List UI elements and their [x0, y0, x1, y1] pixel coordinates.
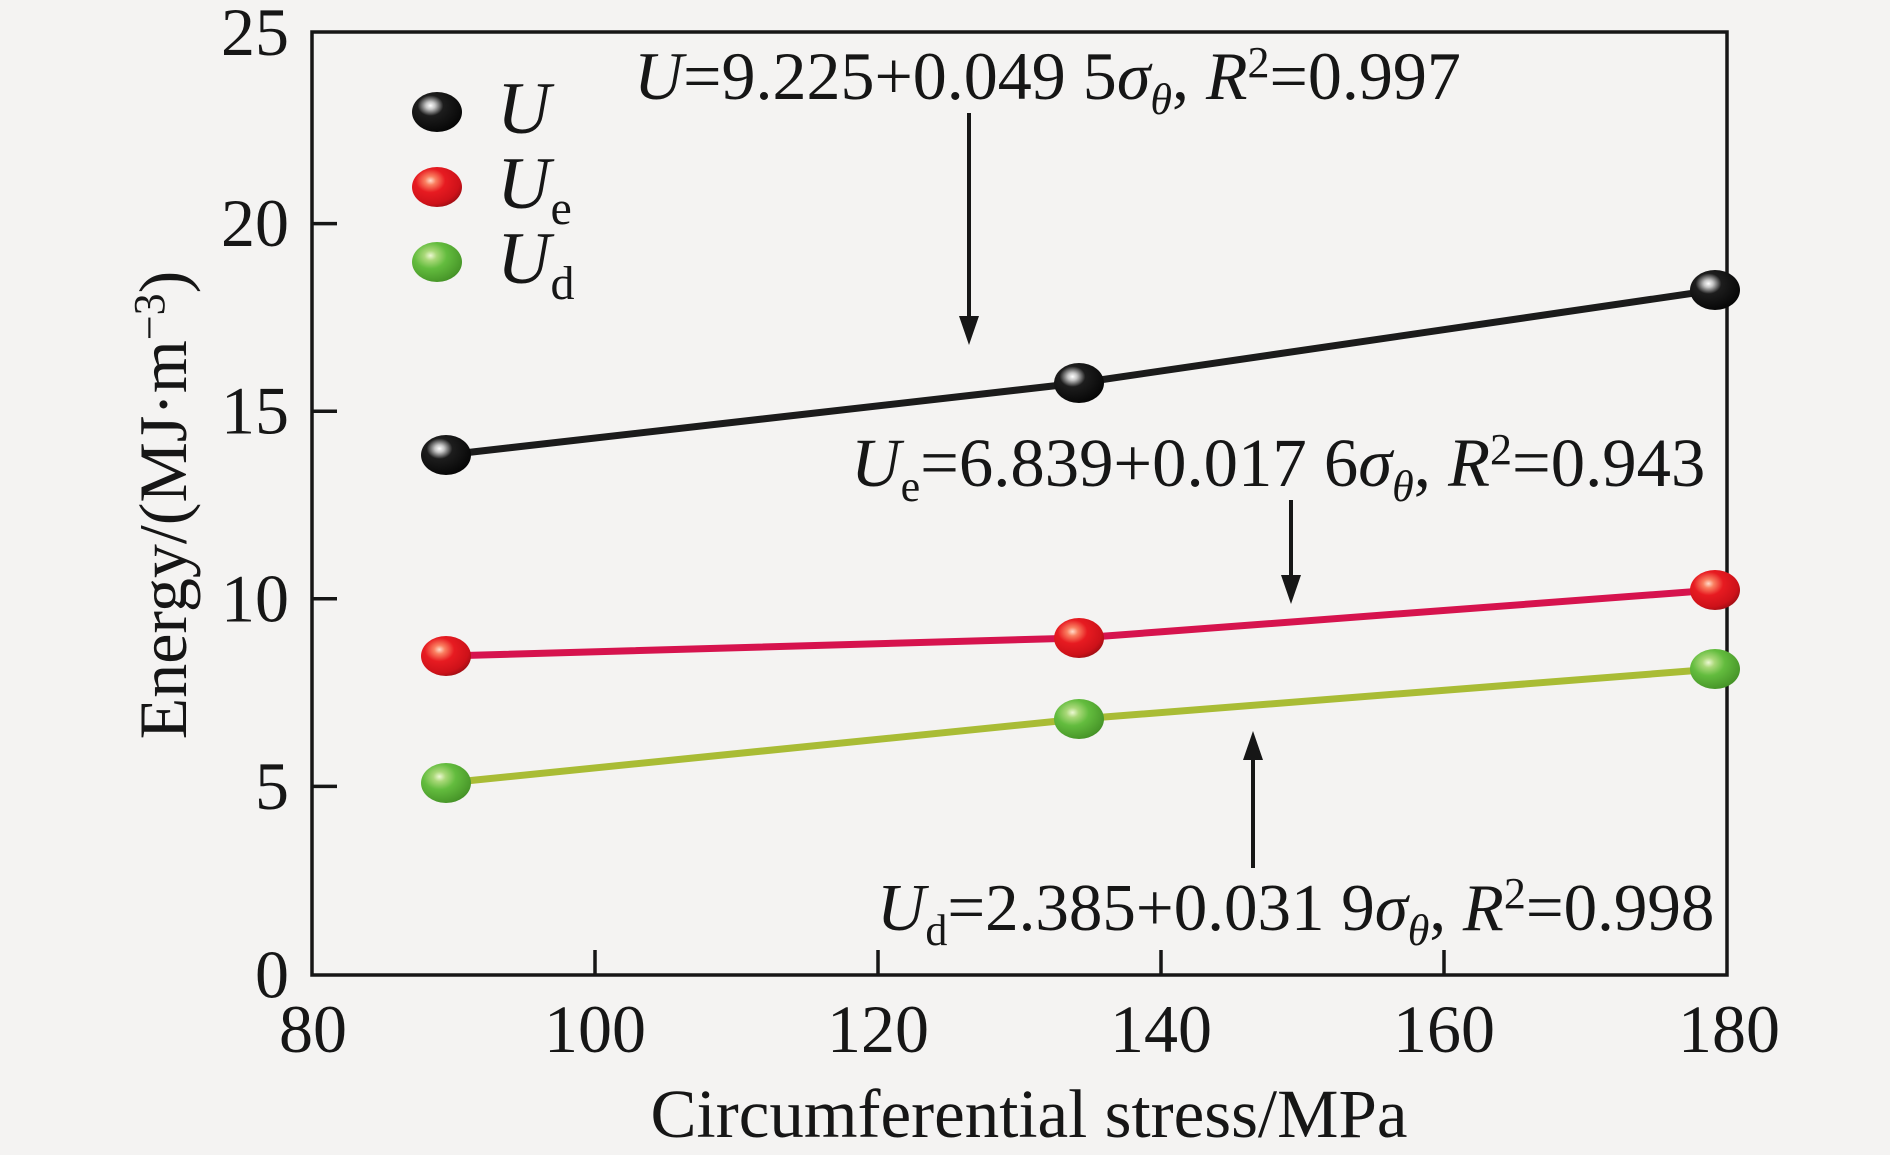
svg-text:80: 80 — [279, 991, 347, 1067]
svg-text:0: 0 — [255, 937, 289, 1013]
svg-text:20: 20 — [221, 185, 289, 261]
svg-text:100: 100 — [544, 991, 646, 1067]
svg-text:U: U — [497, 68, 555, 150]
svg-text:15: 15 — [221, 373, 289, 449]
svg-text:Circumferential stress/MPa: Circumferential stress/MPa — [651, 1076, 1408, 1152]
svg-text:120: 120 — [827, 991, 929, 1067]
svg-text:5: 5 — [255, 748, 289, 824]
svg-text:Ud: Ud — [497, 218, 574, 310]
svg-text:140: 140 — [1110, 991, 1212, 1067]
svg-text:Ud=2.385+0.031 9σθ, R2=0.998: Ud=2.385+0.031 9σθ, R2=0.998 — [877, 869, 1714, 955]
svg-text:Ue=6.839+0.017 6σθ, R2=0.943: Ue=6.839+0.017 6σθ, R2=0.943 — [851, 425, 1705, 511]
svg-text:U=9.225+0.049 5σθ, R2=0.997: U=9.225+0.049 5σθ, R2=0.997 — [634, 38, 1461, 124]
svg-text:160: 160 — [1393, 991, 1495, 1067]
svg-text:25: 25 — [221, 0, 289, 70]
svg-text:10: 10 — [221, 560, 289, 636]
svg-text:Energy/(MJ·m−3): Energy/(MJ·m−3) — [125, 271, 201, 740]
svg-text:180: 180 — [1678, 991, 1780, 1067]
